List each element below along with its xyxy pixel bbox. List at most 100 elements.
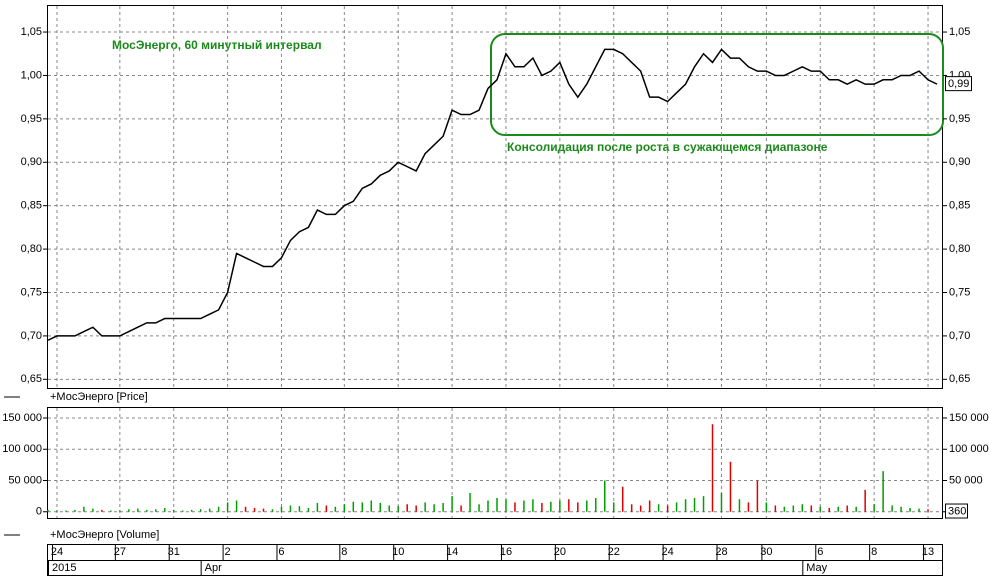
volume-bar — [397, 506, 399, 512]
volume-bar — [128, 509, 130, 512]
volume-bar — [181, 510, 184, 512]
volume-bar — [586, 500, 588, 512]
volume-bar — [612, 502, 615, 512]
volume-bar — [442, 503, 444, 512]
y-tick-label: 100 000 — [2, 443, 42, 455]
price-legend: +МосЭнерго [Price] — [50, 391, 148, 403]
y-tick-label: 0,80 — [21, 243, 42, 255]
volume-bar — [307, 508, 310, 512]
volume-bar — [163, 508, 166, 512]
volume-bar — [756, 480, 759, 512]
volume-bar — [280, 506, 283, 512]
volume-bar — [729, 461, 732, 512]
volume-bar — [774, 505, 777, 512]
y-tick-label: 0,85 — [949, 200, 970, 212]
y-tick-label: 50 000 — [949, 474, 983, 486]
volume-bar — [864, 489, 866, 512]
period-label: 2015 — [52, 562, 76, 574]
y-tick-label: 100 000 — [949, 443, 989, 455]
volume-panel — [47, 407, 943, 519]
volume-bar — [855, 506, 857, 512]
x-tick-label: 13 — [922, 546, 934, 558]
annotation-box — [490, 33, 944, 136]
x-tick-label: 2 — [225, 546, 231, 558]
last-volume-label: 360 — [948, 505, 966, 517]
y-tick-label: 1,00 — [21, 69, 42, 81]
x-tick-label: 30 — [760, 546, 772, 558]
volume-bar — [217, 506, 220, 512]
volume-bar — [801, 504, 804, 512]
y-tick-label: 0,75 — [21, 286, 42, 298]
volume-bar — [325, 505, 328, 512]
y-tick-label: 0,70 — [21, 330, 42, 342]
volume-bar — [532, 499, 534, 512]
period-label: May — [806, 562, 827, 574]
x-tick-label: 20 — [554, 546, 566, 558]
volume-bar — [298, 506, 301, 512]
volume-bar — [199, 509, 202, 512]
volume-bar — [873, 504, 875, 512]
y-tick-label: 0,80 — [949, 243, 970, 255]
volume-bar — [316, 503, 319, 512]
volume-bar — [900, 506, 902, 512]
annotation: Консолидация после роста в сужающемся ди… — [507, 140, 828, 154]
volume-bar — [595, 498, 597, 512]
price-panel — [47, 5, 943, 389]
volume-bar — [819, 506, 822, 512]
last-price-box — [945, 76, 972, 92]
y-tick-label: 150 000 — [949, 412, 989, 424]
x-tick-label: 22 — [608, 546, 620, 558]
y-tick-label: 1,05 — [21, 26, 42, 38]
volume-bar — [891, 505, 893, 512]
x-tick-label: 31 — [168, 546, 180, 558]
x-tick-label: 8 — [341, 546, 347, 558]
volume-bar — [83, 506, 85, 512]
y-tick-label: 0,90 — [949, 156, 970, 168]
x-tick-label: 24 — [51, 546, 63, 558]
volume-bar — [101, 509, 103, 512]
volume-bar — [621, 486, 624, 512]
volume-bar — [253, 508, 256, 512]
x-tick-label: 27 — [114, 546, 126, 558]
volume-bar — [675, 502, 678, 512]
y-tick-label: 0,90 — [21, 156, 42, 168]
volume-bar — [693, 498, 696, 512]
volume-bar — [424, 502, 426, 512]
volume-bar — [738, 499, 741, 512]
volume-bar — [657, 504, 660, 512]
volume-bar — [909, 508, 911, 512]
volume-bar — [343, 504, 346, 512]
volume-bar — [92, 508, 94, 512]
volume-bar — [783, 506, 786, 512]
volume-bar — [460, 505, 462, 512]
y-tick-label: 1,05 — [949, 26, 970, 38]
x-tick-label: 8 — [871, 546, 877, 558]
x-tick-label: 10 — [392, 546, 404, 558]
last-volume-box — [945, 503, 968, 519]
volume-bar — [74, 509, 76, 512]
volume-bar — [523, 500, 525, 512]
volume-bar — [846, 505, 848, 512]
volume-bar — [505, 499, 507, 512]
x-tick-label: 24 — [661, 546, 673, 558]
volume-bar — [639, 505, 642, 512]
volume-bar — [765, 502, 768, 512]
chart-title: МосЭнерго, 60 минутный интервал — [112, 38, 322, 52]
volume-bar — [235, 500, 238, 512]
volume-bar — [648, 500, 651, 512]
y-tick-label: 0,65 — [21, 373, 42, 385]
volume-bar — [792, 505, 795, 512]
volume-bar — [702, 496, 705, 512]
volume-bar — [370, 500, 373, 512]
volume-bar — [487, 500, 489, 512]
volume-bar — [684, 499, 687, 512]
volume-bar — [289, 505, 292, 512]
volume-bar — [541, 503, 543, 512]
volume-bar — [244, 506, 247, 512]
volume-bar — [918, 508, 920, 512]
volume-bar — [469, 493, 471, 512]
price-line — [47, 48, 938, 341]
volume-bar — [550, 501, 552, 512]
volume-bar — [56, 510, 58, 512]
volume-bar — [559, 500, 561, 512]
